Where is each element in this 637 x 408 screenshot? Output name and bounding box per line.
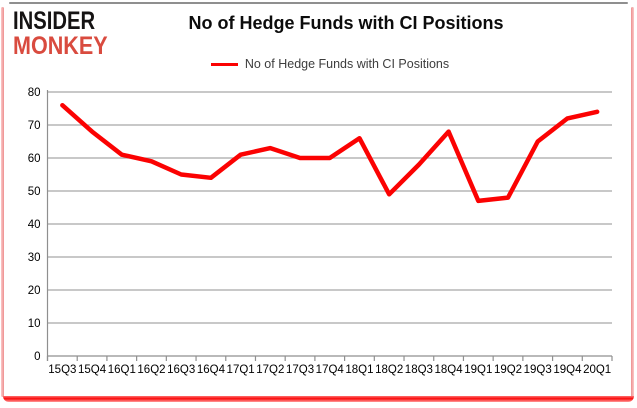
x-axis-tick-label: 16Q3 [167, 364, 195, 376]
legend-series-label: No of Hedge Funds with CI Positions [244, 57, 450, 71]
x-axis-tick-label: 20Q1 [583, 364, 611, 376]
logo-line-insider: INSIDER [13, 6, 96, 35]
x-axis-tick-label: 19Q3 [524, 364, 552, 376]
x-axis-tick-label: 19Q2 [494, 364, 522, 376]
legend-line-swatch [210, 62, 238, 66]
insider-monkey-logo: INSIDER MONKEY [13, 6, 110, 60]
chart-title: No of Hedge Funds with CI Positions [188, 13, 504, 33]
y-axis-tick-label: 0 [34, 351, 40, 363]
x-axis-tick-label: 15Q3 [48, 364, 76, 376]
x-axis-tick-label: 17Q3 [286, 364, 314, 376]
logo-line-monkey: MONKEY [13, 31, 108, 60]
x-axis-tick-label: 15Q4 [78, 364, 107, 376]
x-axis-tick-label: 18Q1 [345, 364, 373, 376]
y-axis-tick-label: 50 [28, 186, 41, 198]
x-axis-tick-label: 18Q2 [375, 364, 403, 376]
x-axis-tick-label: 19Q4 [553, 364, 582, 376]
x-axis-tick-label: 17Q4 [316, 364, 345, 376]
x-axis-tick-label: 19Q1 [464, 364, 492, 376]
y-axis-tick-label: 80 [28, 87, 41, 99]
x-axis-tick-label: 16Q4 [197, 364, 226, 376]
x-axis-tick-label: 18Q3 [405, 364, 433, 376]
x-axis-tick-label: 16Q2 [137, 364, 165, 376]
y-axis-tick-label: 60 [28, 153, 41, 165]
x-axis-tick-label: 17Q2 [256, 364, 284, 376]
x-axis-tick-label: 16Q1 [108, 364, 136, 376]
y-axis-tick-label: 10 [28, 318, 41, 330]
y-axis-tick-label: 70 [28, 120, 41, 132]
y-axis-tick-label: 30 [28, 252, 41, 264]
x-axis-tick-label: 18Q4 [435, 364, 464, 376]
y-axis-tick-label: 20 [28, 285, 41, 297]
series-line [60, 102, 600, 204]
y-axis-tick-label: 40 [28, 219, 41, 231]
chart-legend: No of Hedge Funds with CI Positions [60, 57, 600, 71]
x-axis-tick-label: 17Q1 [227, 364, 255, 376]
